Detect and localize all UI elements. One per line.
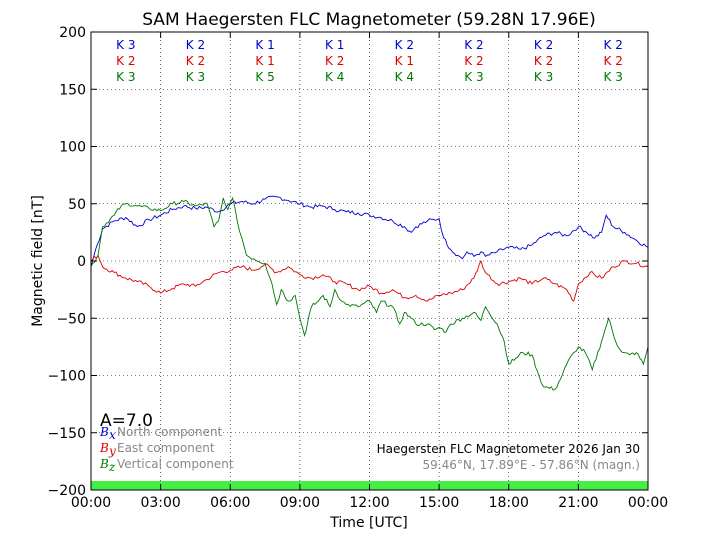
grid-lines [91,32,648,490]
series-lines [90,195,649,391]
legend-symbol: B [99,441,109,455]
a-index-annotation: A=7.0 [100,411,153,431]
k-index-value: K 1 [395,54,414,68]
legend-symbol: B [99,457,109,471]
legend-label: Vertical component [117,457,234,471]
x-axis: 00:00 03:00 06:00 09:00 12:00 15:00 18:00 21:00… [71,32,668,511]
series-line-y [90,254,649,302]
y-tick-label: −200 [48,483,86,499]
k-index-value: K 2 [325,54,344,68]
x-tick-label: 09:00 [280,495,320,511]
legend-symbol: B [99,425,109,439]
k-index-value: K 2 [464,54,483,68]
k-index-value: K 1 [325,38,344,52]
x-tick-label: 15:00 [419,495,459,511]
legend-label: East component [117,441,215,455]
y-axis: −200 −150 −100 −50 0 50 100 150 200 [48,25,648,499]
k-index-value: K 3 [186,70,205,84]
y-tick-label: −150 [48,426,86,442]
info-line-2: 59.46°N, 17.89°E - 57.86°N (magn.) [423,458,640,472]
k-index-value: K 2 [604,54,623,68]
x-tick-label: 06:00 [210,495,250,511]
k-index-value: K 3 [604,70,623,84]
y-tick-label: 200 [59,25,86,41]
k-index-value: K 3 [464,70,483,84]
x-axis-label: Time [UTC] [329,515,407,531]
k-index-value: K 2 [186,54,205,68]
k-index-value: K 2 [534,38,553,52]
k-index-value: K 2 [604,38,623,52]
x-tick-label: 18:00 [489,495,529,511]
k-index-value: K 2 [464,38,483,52]
legend-label: North component [117,425,223,439]
legend-subscript: z [108,460,116,474]
y-tick-label: 100 [59,140,86,156]
series-line-x [90,195,649,267]
k-index-value: K 3 [116,70,135,84]
legend-subscript: x [109,428,116,442]
x-tick-label: 00:00 [628,495,668,511]
x-tick-label: 12:00 [349,495,389,511]
k-index-value: K 2 [116,54,135,68]
k-index-value: K 2 [534,54,553,68]
chart-title: SAM Haegersten FLC Magnetometer (59.28N … [142,10,596,30]
info-line-1: Haegersten FLC Magnetometer 2026 Jan 30 [377,442,640,456]
series-line-z [90,196,649,391]
k-index-value: K 2 [395,38,414,52]
k-index-value: K 4 [325,70,344,84]
k-index-value: K 5 [255,70,274,84]
k-index-value: K 2 [186,38,205,52]
k-index-value: K 3 [116,38,135,52]
y-tick-label: 0 [77,254,86,270]
y-tick-label: 150 [59,82,86,98]
y-tick-label: −50 [56,311,86,327]
k-index-value: K 1 [255,38,274,52]
x-tick-label: 00:00 [71,495,111,511]
legend-subscript: y [108,444,116,458]
y-axis-label: Magnetic field [nT] [30,195,46,327]
y-tick-label: −100 [48,369,86,385]
x-tick-label: 21:00 [558,495,598,511]
x-tick-label: 03:00 [140,495,180,511]
k-index-value: K 3 [534,70,553,84]
k-index-value: K 4 [395,70,414,84]
k-index-value: K 1 [255,54,274,68]
k-index-table: K 3 K 2 K 3 K 2 K 2 K 3 K 1 K 1 K 5 K 1 K 2 K 4 K 2 K… [116,38,623,84]
y-tick-label: 50 [68,197,86,213]
